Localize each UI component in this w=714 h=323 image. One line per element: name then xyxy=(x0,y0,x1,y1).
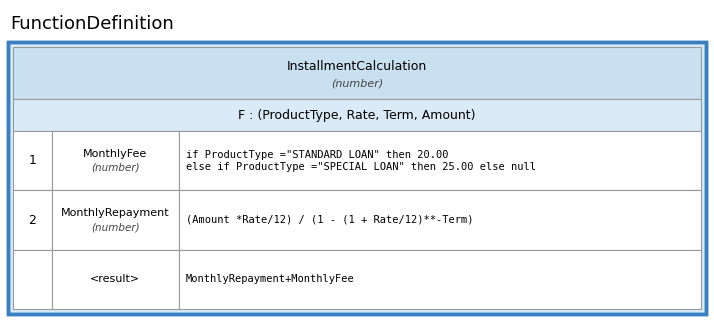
Text: InstallmentCalculation: InstallmentCalculation xyxy=(287,60,427,73)
Bar xyxy=(51,250,178,309)
Bar xyxy=(8,42,706,314)
Text: (Amount *Rate/12) / (1 - (1 + Rate/12)**-Term): (Amount *Rate/12) / (1 - (1 + Rate/12)**… xyxy=(186,215,473,225)
Bar xyxy=(13,99,701,131)
Text: (number): (number) xyxy=(91,222,139,232)
Text: MonthlyFee: MonthlyFee xyxy=(83,149,147,159)
Bar xyxy=(51,131,178,190)
Text: FunctionDefinition: FunctionDefinition xyxy=(10,15,174,33)
Bar xyxy=(178,250,701,309)
Bar xyxy=(13,47,701,99)
Bar xyxy=(13,47,701,309)
Bar xyxy=(178,190,701,250)
Text: 2: 2 xyxy=(29,214,36,226)
Text: <result>: <result> xyxy=(90,274,140,284)
Bar xyxy=(13,250,51,309)
Text: F : (ProductType, Rate, Term, Amount): F : (ProductType, Rate, Term, Amount) xyxy=(238,109,476,121)
Text: MonthlyRepayment+MonthlyFee: MonthlyRepayment+MonthlyFee xyxy=(186,274,355,284)
Bar xyxy=(13,190,51,250)
Bar xyxy=(8,42,706,314)
Text: else if ProductType ="SPECIAL LOAN" then 25.00 else null: else if ProductType ="SPECIAL LOAN" then… xyxy=(186,162,536,172)
Text: if ProductType ="STANDARD LOAN" then 20.00: if ProductType ="STANDARD LOAN" then 20.… xyxy=(186,150,448,160)
Text: (number): (number) xyxy=(91,163,139,173)
Text: 1: 1 xyxy=(29,154,36,167)
Bar xyxy=(178,131,701,190)
Bar xyxy=(13,131,51,190)
Text: (number): (number) xyxy=(331,78,383,89)
Text: MonthlyRepayment: MonthlyRepayment xyxy=(61,208,169,218)
Bar xyxy=(51,190,178,250)
